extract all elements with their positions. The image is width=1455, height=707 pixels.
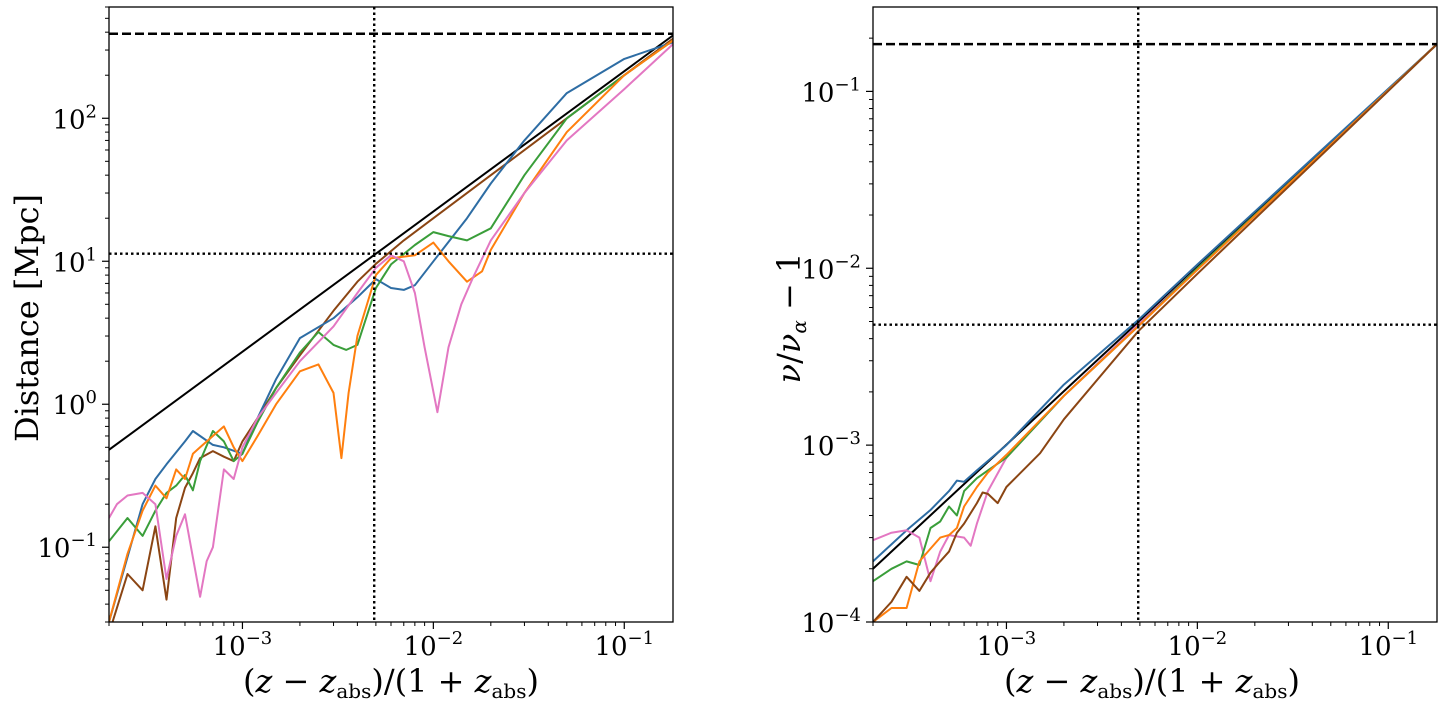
- distance-ytick-label: 102: [52, 101, 97, 135]
- distance-axis-ticks: 10−3 10−2 10−1 10−1 100 101 102: [37, 6, 654, 662]
- distance-xtick-label: 10−3: [213, 628, 273, 662]
- distance-ytick-label: 10−1: [37, 530, 97, 564]
- frequency-ytick-label: 10−3: [801, 428, 861, 462]
- frequency-ytick-label: 10−1: [801, 74, 861, 108]
- distance-series-group: [109, 34, 673, 622]
- distance-series-green: [109, 39, 673, 542]
- distance-chart: 10−3 10−2 10−1 10−1 100 101 102 (z − zabs)/(1 …: [8, 6, 674, 703]
- frequency-ytick-label: 10−4: [801, 605, 861, 639]
- frequency-series-group: [873, 43, 1437, 622]
- frequency-series-blue: [873, 43, 1437, 563]
- distance-reference-lines: [109, 7, 673, 622]
- frequency-axis-ticks: 10−3 10−2 10−1 10−4 10−3 10−2 10−1: [801, 37, 1418, 662]
- frequency-series-orange: [873, 43, 1437, 622]
- frequency-xtick-label: 10−1: [1358, 628, 1418, 662]
- distance-series-brown: [111, 37, 673, 622]
- frequency-y-axis-label: ν/να − 1: [770, 253, 811, 384]
- distance-xtick-label: 10−2: [404, 628, 464, 662]
- frequency-xtick-label: 10−3: [977, 628, 1037, 662]
- distance-series-orange: [109, 39, 673, 622]
- distance-series-black: [109, 34, 673, 451]
- distance-series-pink: [109, 43, 673, 598]
- frequency-reference-lines: [873, 7, 1437, 622]
- frequency-chart: 10−3 10−2 10−1 10−4 10−3 10−2 10−1 (z − zabs)/…: [770, 6, 1438, 703]
- distance-ytick-label: 100: [52, 387, 97, 421]
- distance-ytick-label: 101: [52, 244, 97, 278]
- frequency-x-axis-label: (z − zabs)/(1 + zabs): [1004, 662, 1300, 703]
- frequency-series-brown: [873, 43, 1437, 622]
- distance-plot-frame: [108, 6, 674, 623]
- frequency-xtick-label: 10−2: [1168, 628, 1228, 662]
- frequency-ytick-label: 10−2: [801, 251, 861, 285]
- distance-xtick-label: 10−1: [594, 628, 654, 662]
- distance-series-blue: [109, 41, 673, 622]
- distance-y-axis-label: Distance [Mpc]: [8, 194, 46, 442]
- distance-x-axis-label: (z − zabs)/(1 + zabs): [243, 662, 539, 703]
